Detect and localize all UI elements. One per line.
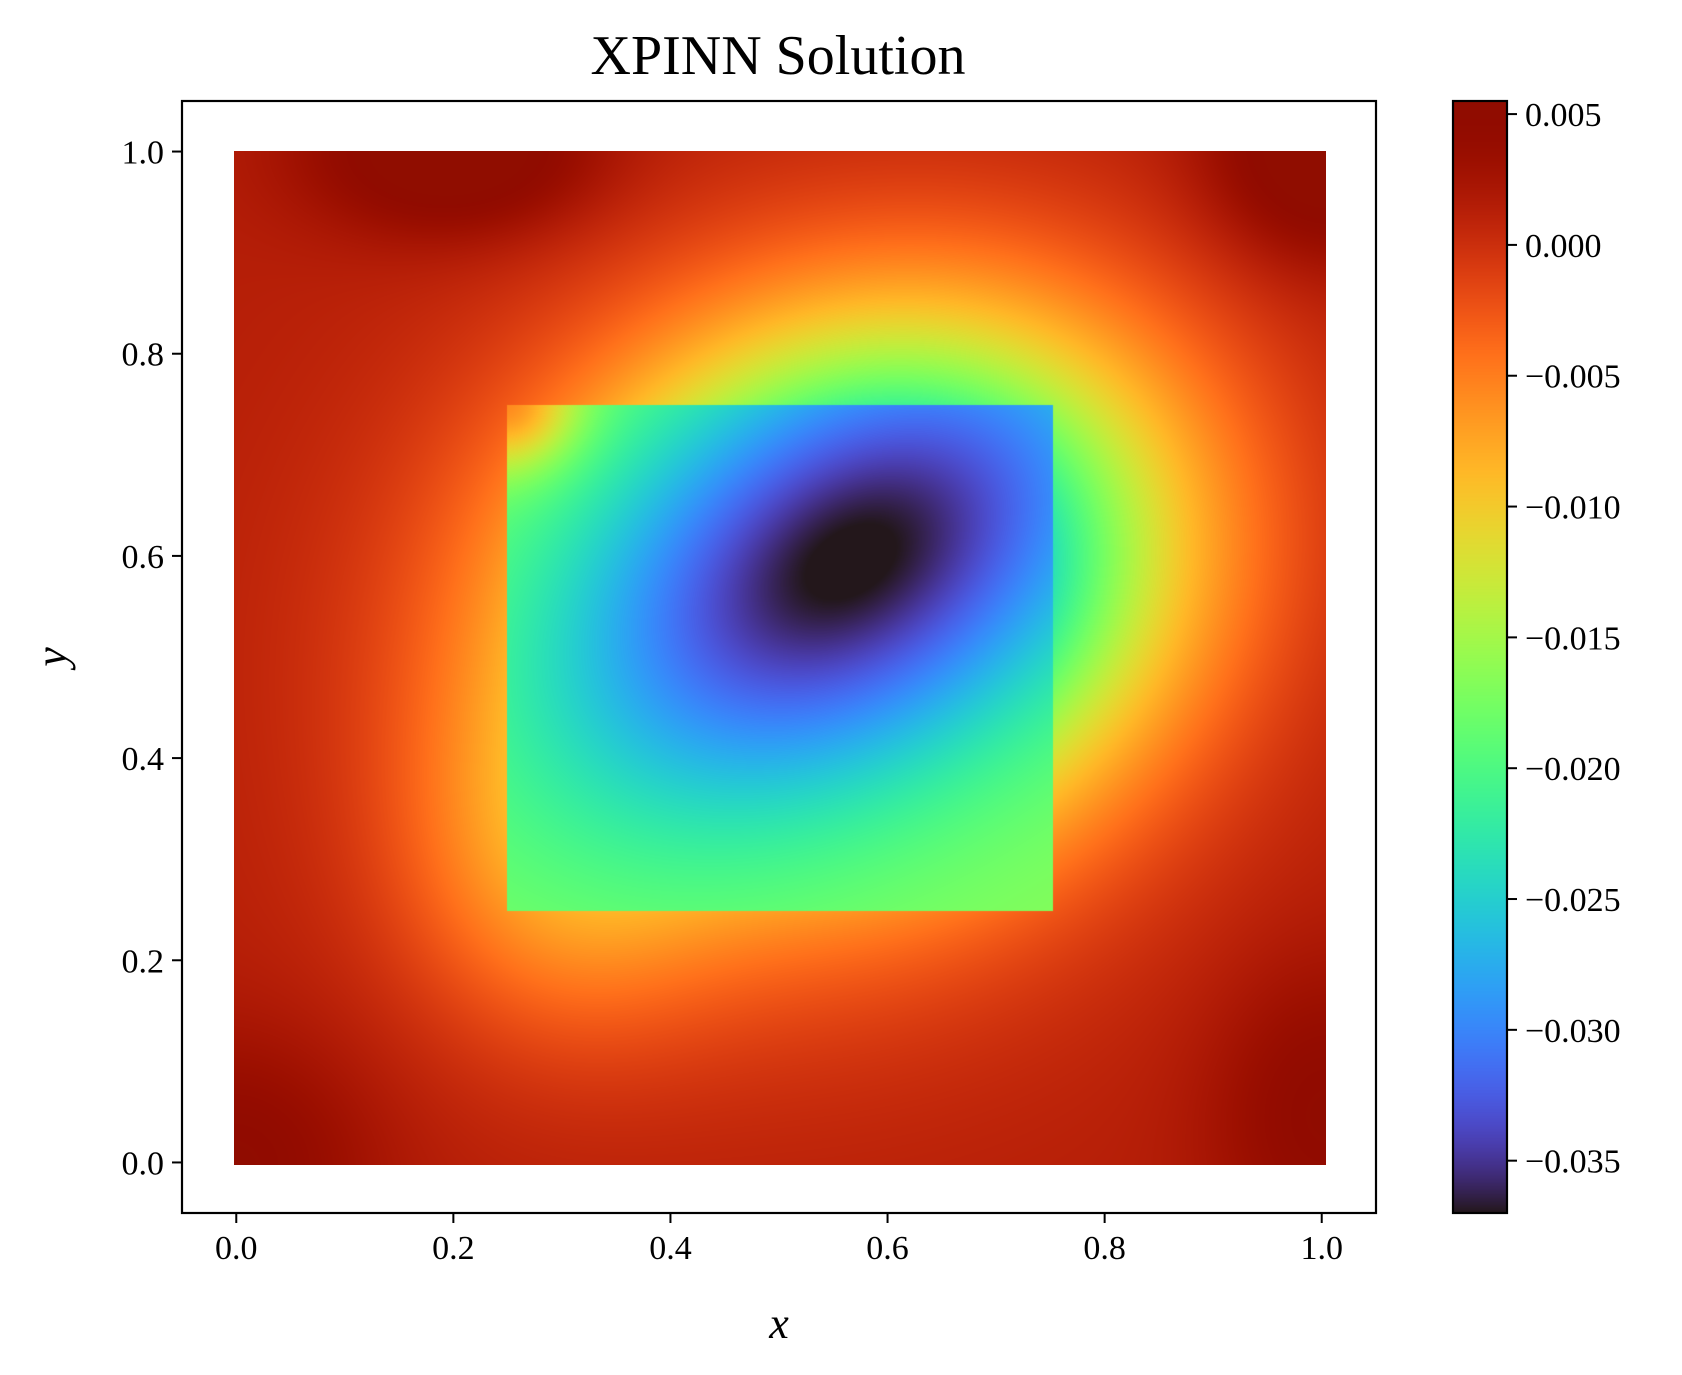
- plot-frame: [180, 99, 1378, 1215]
- x-tick-label: 1.0: [1300, 1230, 1343, 1267]
- colorbar: 0.005 0.000 −0.005 −0.010 −0.015 −0.020 −0.025…: [1451, 97, 1621, 1215]
- colorbar-tick-label: −0.015: [1525, 620, 1621, 657]
- y-tick-label: 0.4: [122, 741, 165, 778]
- x-tick-label: 0.0: [215, 1230, 258, 1267]
- colorbar-tick-label: −0.005: [1525, 359, 1621, 396]
- plot-area: 0.0 0.2 0.4 0.6 0.8 1.0 0.0 0.2 0.4 0.6 0.8 1.0: [122, 99, 1378, 1267]
- colorbar-tick-label: −0.010: [1525, 490, 1621, 527]
- y-tick-label: 0.6: [122, 539, 165, 576]
- x-axis: 0.0 0.2 0.4 0.6 0.8 1.0: [215, 1213, 1343, 1267]
- x-tick-label: 0.2: [432, 1230, 475, 1267]
- x-tick-label: 0.8: [1083, 1230, 1126, 1267]
- colorbar-frame: [1451, 99, 1509, 1215]
- y-tick-label: 0.2: [122, 943, 165, 980]
- colorbar-tick-label: 0.000: [1525, 228, 1602, 265]
- colorbar-tick-label: −0.030: [1525, 1013, 1621, 1050]
- y-axis: 0.0 0.2 0.4 0.6 0.8 1.0: [122, 135, 182, 1182]
- chart-title: XPINN Solution: [591, 25, 966, 87]
- x-tick-label: 0.6: [866, 1230, 909, 1267]
- x-axis-label: x: [768, 1299, 789, 1348]
- colorbar-gradient: [1453, 101, 1507, 1213]
- colorbar-tick-label: −0.035: [1525, 1144, 1621, 1181]
- colorbar-tick-label: 0.005: [1525, 97, 1602, 134]
- heatmap: [234, 151, 1326, 1165]
- y-tick-label: 0.8: [122, 337, 165, 374]
- colorbar-tick-label: −0.020: [1525, 751, 1621, 788]
- y-tick-label: 0.0: [122, 1145, 165, 1182]
- y-tick-label: 1.0: [122, 135, 165, 172]
- y-axis-label: y: [27, 647, 76, 671]
- x-tick-label: 0.4: [649, 1230, 692, 1267]
- colorbar-ticks: 0.005 0.000 −0.005 −0.010 −0.015 −0.020 −0.025…: [1507, 97, 1621, 1181]
- colorbar-tick-label: −0.025: [1525, 882, 1621, 919]
